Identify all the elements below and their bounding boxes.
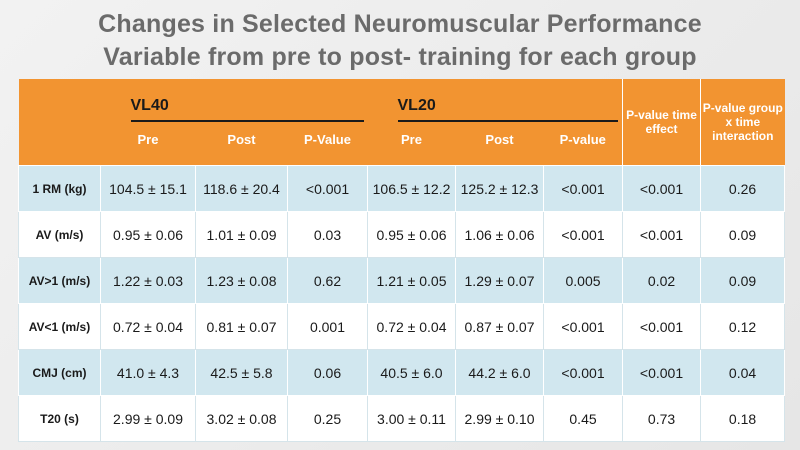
table-row: T20 (s) 2.99 ± 0.09 3.02 ± 0.08 0.25 3.0… <box>18 395 786 442</box>
cell-vl20-pre: 3.00 ± 0.11 <box>367 395 456 442</box>
cell-vl40-post: 1.23 ± 0.08 <box>195 257 288 304</box>
results-table: VL40 VL20 P-value time effect P-value gr… <box>18 79 786 442</box>
cell-vl20-p: <0.001 <box>542 349 624 396</box>
table-row: AV>1 (m/s) 1.22 ± 0.03 1.23 ± 0.08 0.62 … <box>18 257 786 304</box>
cell-vl40-pre: 0.72 ± 0.04 <box>100 303 196 350</box>
cell-vl40-p: 0.62 <box>287 257 368 304</box>
cell-time-effect: <0.001 <box>622 211 702 258</box>
group-underline-vl20 <box>397 120 619 122</box>
cell-interaction: 0.04 <box>700 349 786 396</box>
cell-vl40-post: 0.81 ± 0.07 <box>195 303 288 350</box>
table-row: AV (m/s) 0.95 ± 0.06 1.01 ± 0.09 0.03 0.… <box>18 211 786 258</box>
cell-vl20-pre: 40.5 ± 6.0 <box>367 349 456 396</box>
cell-interaction: 0.12 <box>700 303 786 350</box>
cell-vl40-pre: 2.99 ± 0.09 <box>100 395 196 442</box>
title-line-2: Variable from pre to post- training for … <box>103 43 697 71</box>
cell-time-effect: <0.001 <box>622 303 702 350</box>
cell-vl20-p: 0.45 <box>542 395 624 442</box>
cell-interaction: 0.09 <box>700 211 786 258</box>
cell-vl40-p: 0.001 <box>287 303 368 350</box>
slide-title: Changes in Selected Neuromuscular Perfor… <box>0 8 800 74</box>
table-header: VL40 VL20 P-value time effect P-value gr… <box>18 79 785 166</box>
cell-vl40-pre: 0.95 ± 0.06 <box>100 211 196 258</box>
cell-vl20-pre: 1.21 ± 0.05 <box>367 257 456 304</box>
cell-vl20-pre: 0.72 ± 0.04 <box>367 303 456 350</box>
group-label-vl20: VL20 <box>397 97 436 114</box>
group-label-vl40: VL40 <box>130 97 169 114</box>
cell-time-effect: <0.001 <box>622 349 702 396</box>
cell-vl40-post: 3.02 ± 0.08 <box>195 395 288 442</box>
cell-vl40-pre: 104.5 ± 15.1 <box>100 165 196 212</box>
cell-vl20-post: 1.29 ± 0.07 <box>455 257 544 304</box>
cell-vl40-post: 1.01 ± 0.09 <box>195 211 288 258</box>
cell-vl40-post: 42.5 ± 5.8 <box>195 349 288 396</box>
row-label: AV (m/s) <box>18 211 101 258</box>
cell-time-effect: 0.73 <box>622 395 702 442</box>
cell-vl20-p: 0.005 <box>542 257 624 304</box>
cell-time-effect: <0.001 <box>622 165 702 212</box>
header-vl40-pre: Pre <box>100 126 196 166</box>
header-vl20-p: P-value <box>543 126 623 166</box>
cell-time-effect: 0.02 <box>622 257 702 304</box>
row-label: CMJ (cm) <box>18 349 101 396</box>
group-header-vl40: VL40 <box>100 79 368 126</box>
table-row: 1 RM (kg) 104.5 ± 15.1 118.6 ± 20.4 <0.0… <box>18 165 786 212</box>
cell-vl20-post: 1.06 ± 0.06 <box>455 211 544 258</box>
cell-vl20-post: 2.99 ± 0.10 <box>455 395 544 442</box>
cell-vl20-post: 44.2 ± 6.0 <box>455 349 544 396</box>
table-row: AV<1 (m/s) 0.72 ± 0.04 0.81 ± 0.07 0.001… <box>18 303 786 350</box>
group-header-vl20: VL20 <box>367 79 623 126</box>
row-label: AV<1 (m/s) <box>18 303 101 350</box>
row-label: 1 RM (kg) <box>18 165 101 212</box>
cell-vl20-p: <0.001 <box>542 303 624 350</box>
cell-vl40-p: 0.25 <box>287 395 368 442</box>
row-label: AV>1 (m/s) <box>18 257 101 304</box>
cell-vl40-p: 0.03 <box>287 211 368 258</box>
cell-vl40-p: <0.001 <box>287 165 368 212</box>
cell-interaction: 0.09 <box>700 257 786 304</box>
corner-cell <box>18 79 101 166</box>
cell-vl20-post: 0.87 ± 0.07 <box>455 303 544 350</box>
group-underline-vl40 <box>130 120 364 122</box>
cell-vl40-pre: 1.22 ± 0.03 <box>100 257 196 304</box>
table-body: 1 RM (kg) 104.5 ± 15.1 118.6 ± 20.4 <0.0… <box>18 165 786 442</box>
header-vl40-post: Post <box>195 126 288 166</box>
header-time-effect: P-value time effect <box>622 79 701 166</box>
header-vl20-pre: Pre <box>367 126 456 166</box>
header-interaction: P-value group x time interaction <box>700 79 785 166</box>
header-vl20-post: Post <box>455 126 544 166</box>
cell-vl20-p: <0.001 <box>542 165 624 212</box>
cell-vl40-p: 0.06 <box>287 349 368 396</box>
cell-vl20-pre: 106.5 ± 12.2 <box>367 165 456 212</box>
cell-vl20-post: 125.2 ± 12.3 <box>455 165 544 212</box>
cell-interaction: 0.18 <box>700 395 786 442</box>
row-label: T20 (s) <box>18 395 101 442</box>
title-line-1: Changes in Selected Neuromuscular Perfor… <box>98 10 702 38</box>
cell-vl40-post: 118.6 ± 20.4 <box>195 165 288 212</box>
cell-vl40-pre: 41.0 ± 4.3 <box>100 349 196 396</box>
cell-vl20-p: <0.001 <box>542 211 624 258</box>
cell-interaction: 0.26 <box>700 165 786 212</box>
header-vl40-p: P-Value <box>287 126 368 166</box>
table-row: CMJ (cm) 41.0 ± 4.3 42.5 ± 5.8 0.06 40.5… <box>18 349 786 396</box>
cell-vl20-pre: 0.95 ± 0.06 <box>367 211 456 258</box>
